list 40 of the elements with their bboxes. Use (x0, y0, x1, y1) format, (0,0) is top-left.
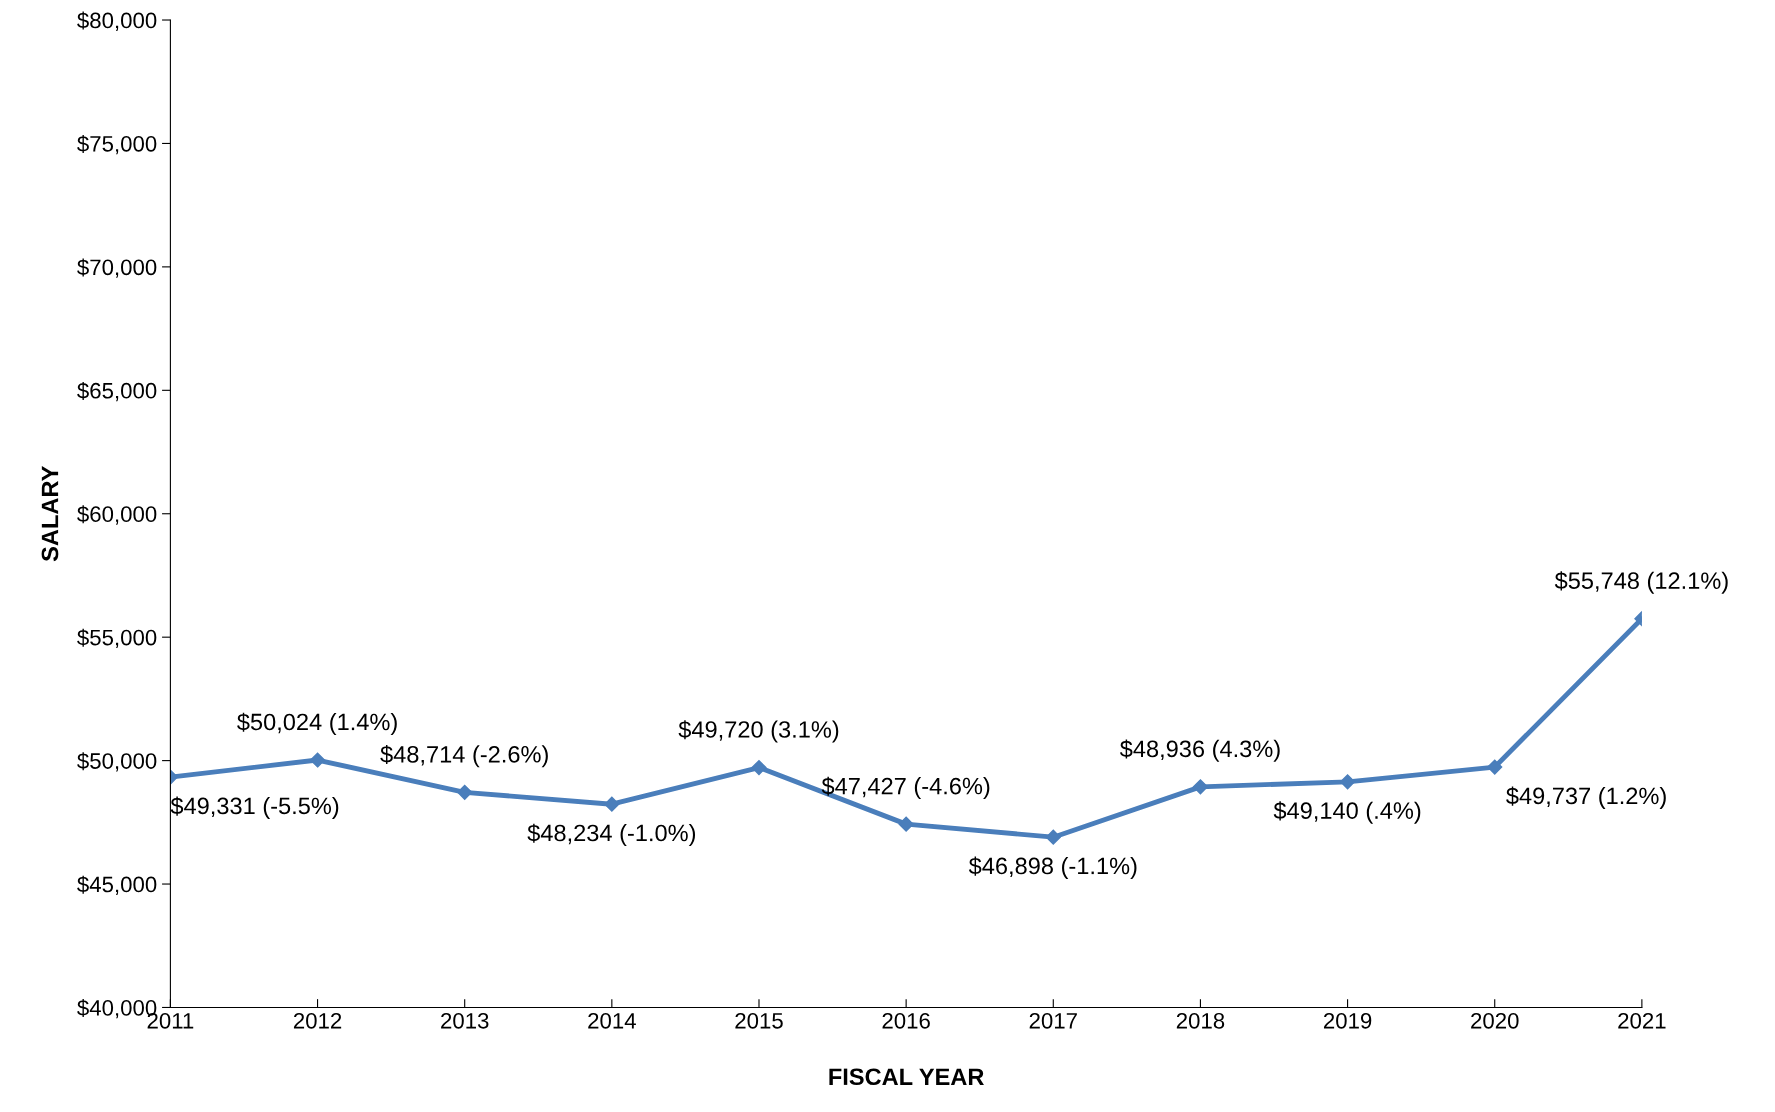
data-label: $50,024 (1.4%) (237, 712, 397, 735)
data-label: $49,331 (-5.5%) (170, 796, 339, 819)
point (1487, 759, 1503, 775)
point (751, 759, 767, 776)
y-tick-label: $50,000 (77, 752, 157, 772)
y-tick-label: $70,000 (77, 258, 157, 278)
y-tick-label: $65,000 (77, 381, 157, 402)
data-label: $48,234 (-1.0%) (527, 823, 696, 847)
point (898, 816, 914, 832)
x-axis-title: FISCAL YEAR (829, 1068, 984, 1086)
x-tick-label: 2016 (882, 1012, 930, 1029)
point (309, 752, 326, 768)
point (1045, 829, 1061, 845)
y-tick-label: $75,000 (77, 135, 157, 155)
data-label: $49,737 (1.2%) (1506, 786, 1666, 809)
y-tick-label: $45,000 (77, 875, 157, 895)
point (604, 796, 620, 812)
x-tick-label: 2013 (441, 1012, 489, 1029)
data-label: $47,427 (-4.6%) (821, 776, 990, 800)
data-label: $48,714 (-2.6%) (380, 744, 548, 768)
point (457, 784, 473, 800)
x-tick-label: 2017 (1029, 1012, 1077, 1029)
x-tick-label: 2020 (1471, 1012, 1519, 1029)
x-tick-label: 2019 (1323, 1012, 1372, 1029)
x-tick-label: 2021 (1618, 1012, 1666, 1029)
x-tick-label: 2015 (735, 1012, 783, 1029)
data-label: $46,898 (-1.1%) (968, 856, 1137, 879)
point (1192, 779, 1209, 795)
y-axis-title: SALARY (41, 466, 59, 562)
x-tick-label: 2018 (1176, 1012, 1225, 1029)
data-label: $55,748 (12.1%) (1554, 571, 1728, 594)
y-tick-label: $55,000 (77, 628, 157, 649)
y-tick-label: $80,000 (77, 11, 157, 31)
x-tick-label: 2012 (293, 1012, 342, 1029)
data-label: $49,140 (.4%) (1273, 801, 1421, 824)
y-tick-label: $60,000 (77, 505, 157, 525)
x-tick-label: 2014 (588, 1012, 636, 1029)
data-label: $48,936 (4.3%) (1119, 739, 1280, 762)
point (1340, 774, 1356, 790)
data-label: $49,720 (3.1%) (678, 720, 839, 743)
